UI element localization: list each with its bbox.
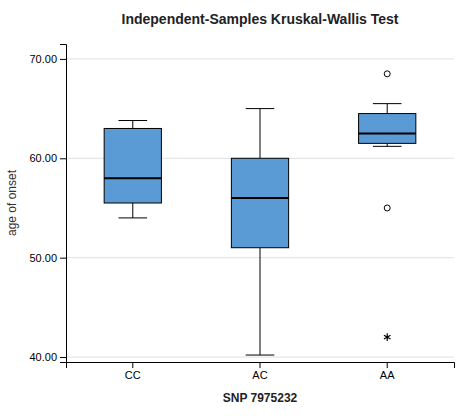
y-tick: 40.00 bbox=[29, 351, 66, 363]
title: Independent-Samples Kruskal-Wallis Test bbox=[122, 11, 399, 27]
grid-line bbox=[66, 357, 454, 358]
x-tick: AC bbox=[252, 362, 267, 381]
x-axis-line bbox=[67, 363, 455, 369]
cap-low bbox=[373, 146, 402, 147]
cap-high bbox=[373, 103, 402, 104]
median bbox=[231, 197, 288, 199]
x-tick: AA bbox=[380, 362, 395, 381]
y-tick-mark bbox=[60, 158, 66, 159]
grid bbox=[66, 59, 454, 357]
y-tick-label: 60.00 bbox=[29, 152, 57, 164]
box bbox=[359, 114, 416, 144]
y-tick-mark bbox=[60, 258, 66, 259]
extreme bbox=[384, 333, 391, 341]
grid-line bbox=[66, 58, 454, 59]
x-tick: CC bbox=[125, 362, 141, 381]
plot: 40.00 50.00 60.00 70.00 CC AC AA bbox=[29, 45, 454, 381]
y-tick: 60.00 bbox=[29, 152, 66, 164]
x-tick-mark bbox=[387, 362, 388, 368]
box bbox=[231, 158, 288, 247]
box-group bbox=[359, 71, 416, 341]
whisker-low bbox=[260, 248, 261, 355]
median bbox=[359, 132, 416, 134]
y-axis-line bbox=[60, 45, 67, 363]
x-tick-mark bbox=[132, 362, 133, 368]
x-tick-mark bbox=[260, 362, 261, 368]
box bbox=[104, 128, 161, 203]
x-tick-label: AA bbox=[380, 369, 395, 381]
x-axis-title: SNP 7975232 bbox=[223, 391, 298, 405]
y-tick: 50.00 bbox=[29, 252, 66, 264]
flier bbox=[384, 71, 390, 77]
cap-low bbox=[246, 355, 275, 356]
median bbox=[104, 177, 161, 179]
marks bbox=[104, 71, 416, 355]
y-tick-label: 50.00 bbox=[29, 252, 57, 264]
x-tick-label: CC bbox=[125, 369, 141, 381]
y-tick-mark bbox=[60, 357, 66, 358]
y-tick-mark bbox=[60, 59, 66, 60]
box-group bbox=[231, 109, 288, 355]
y-tick: 70.00 bbox=[29, 53, 66, 65]
cap-low bbox=[118, 217, 147, 218]
whisker-high bbox=[260, 109, 261, 159]
whisker-low bbox=[132, 203, 133, 218]
x-axis: CC AC AA bbox=[67, 362, 455, 381]
y-tick-label: 70.00 bbox=[29, 53, 57, 65]
y-axis: 40.00 50.00 60.00 70.00 bbox=[29, 45, 66, 364]
x-tick-label: AC bbox=[252, 369, 267, 381]
box-group bbox=[104, 121, 161, 218]
flier bbox=[384, 205, 390, 211]
y-tick-label: 40.00 bbox=[29, 351, 57, 363]
whisker-high bbox=[132, 121, 133, 129]
whisker-high bbox=[387, 104, 388, 114]
y-axis-title: age of onset bbox=[5, 169, 19, 236]
cap-high bbox=[118, 120, 147, 121]
cap-high bbox=[246, 108, 275, 109]
chart: 40.00 50.00 60.00 70.00 CC AC AA Independent-Sa… bbox=[0, 0, 474, 416]
